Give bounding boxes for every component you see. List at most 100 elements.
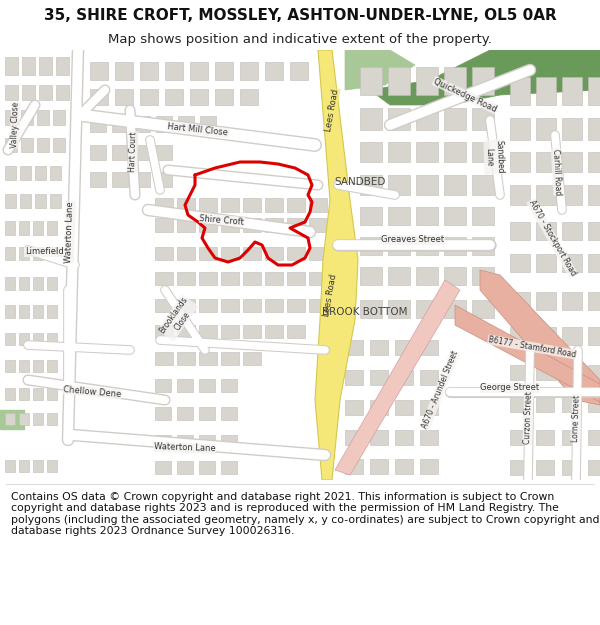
Bar [90, 62, 108, 80]
Bar [309, 218, 327, 232]
Bar [444, 175, 466, 195]
Bar [444, 237, 466, 255]
Bar [588, 185, 600, 205]
Bar [536, 292, 556, 310]
Bar [5, 221, 15, 235]
Bar [199, 247, 217, 260]
Bar [90, 116, 106, 132]
Bar [472, 300, 494, 318]
Bar [35, 166, 46, 180]
Bar [56, 57, 69, 75]
Bar [360, 267, 382, 285]
Bar [22, 85, 35, 100]
Bar [416, 175, 438, 195]
Bar [190, 89, 208, 105]
Polygon shape [345, 50, 415, 90]
Text: BROOK BOTTOM: BROOK BOTTOM [322, 307, 408, 317]
Bar [5, 388, 15, 400]
Polygon shape [370, 50, 600, 105]
Bar [510, 327, 530, 345]
Bar [22, 57, 35, 75]
Bar [420, 430, 438, 445]
Bar [221, 325, 239, 338]
Bar [309, 272, 327, 285]
Bar [562, 254, 582, 272]
Bar [345, 370, 363, 385]
Bar [221, 435, 237, 448]
Bar [33, 221, 43, 235]
Bar [416, 207, 438, 225]
Bar [536, 77, 556, 105]
Bar [265, 198, 283, 212]
Bar [345, 459, 363, 474]
Bar [155, 435, 171, 448]
Bar [33, 247, 43, 260]
Bar [388, 67, 410, 95]
Bar [510, 77, 530, 105]
Bar [388, 108, 410, 130]
Bar [536, 430, 554, 445]
Bar [416, 108, 438, 130]
Bar [19, 333, 29, 345]
Text: Hart Mill Close: Hart Mill Close [167, 122, 229, 138]
Bar [112, 172, 128, 187]
Bar [416, 67, 438, 95]
Bar [112, 145, 128, 160]
Bar [588, 222, 600, 240]
Bar [177, 272, 195, 285]
Bar [562, 327, 582, 345]
Bar [420, 370, 438, 385]
Text: George Street: George Street [481, 384, 539, 392]
Bar [360, 108, 382, 130]
Text: SANDBED: SANDBED [334, 177, 386, 187]
Bar [562, 397, 580, 412]
Bar [155, 272, 173, 285]
Bar [287, 198, 305, 212]
Bar [588, 430, 600, 445]
Bar [472, 175, 494, 195]
Bar [510, 292, 530, 310]
Bar [50, 194, 61, 208]
Bar [21, 110, 33, 125]
Text: Brooklands
Close: Brooklands Close [158, 295, 198, 341]
Bar [472, 207, 494, 225]
Bar [510, 254, 530, 272]
Bar [265, 299, 283, 312]
Polygon shape [335, 280, 460, 475]
Bar [588, 292, 600, 310]
Bar [20, 166, 31, 180]
Bar [199, 198, 217, 212]
Bar [37, 110, 49, 125]
Bar [309, 247, 327, 260]
Polygon shape [480, 270, 600, 405]
Bar [510, 152, 530, 172]
Bar [115, 89, 133, 105]
Bar [309, 198, 327, 212]
Bar [5, 57, 18, 75]
Bar [33, 413, 43, 425]
Bar [472, 67, 494, 95]
Bar [588, 77, 600, 105]
Bar [360, 207, 382, 225]
Bar [536, 118, 556, 140]
Bar [360, 142, 382, 162]
Bar [536, 365, 556, 380]
Bar [155, 325, 173, 338]
Bar [388, 207, 410, 225]
Bar [395, 340, 413, 355]
Text: 35, SHIRE CROFT, MOSSLEY, ASHTON-UNDER-LYNE, OL5 0AR: 35, SHIRE CROFT, MOSSLEY, ASHTON-UNDER-L… [44, 8, 556, 22]
Bar [199, 325, 217, 338]
Bar [444, 67, 466, 95]
Bar [156, 172, 172, 187]
Bar [243, 325, 261, 338]
Bar [510, 185, 530, 205]
Bar [47, 305, 57, 318]
Bar [345, 400, 363, 415]
Bar [370, 459, 388, 474]
Bar [177, 198, 195, 212]
Bar [47, 388, 57, 400]
Bar [177, 352, 195, 365]
Bar [309, 299, 327, 312]
Bar [562, 430, 580, 445]
Bar [221, 352, 239, 365]
